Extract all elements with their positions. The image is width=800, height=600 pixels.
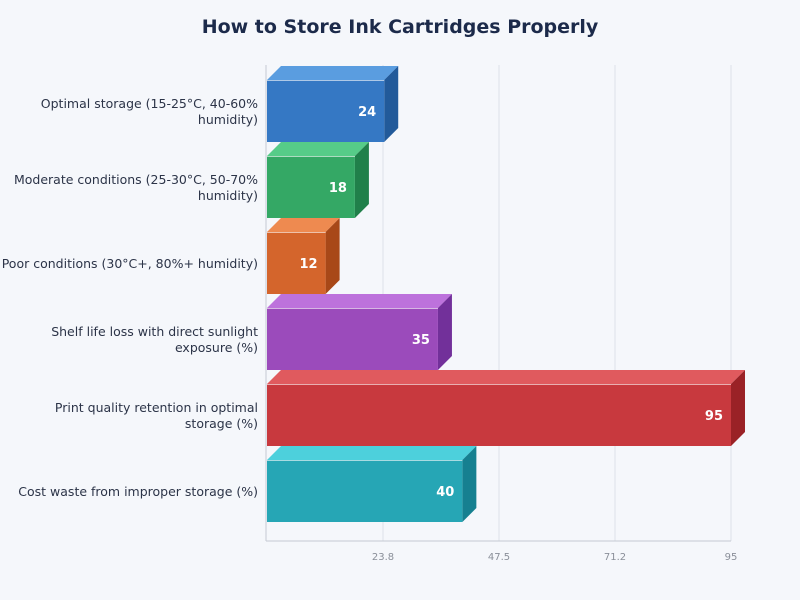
bar-value-label: 35 [412,333,430,348]
bar-top [267,294,452,308]
bar-side [354,142,369,218]
category-label: Print quality retention in optimal [55,400,258,415]
bar [267,308,438,370]
bar-side [731,370,745,446]
bar-value-label: 18 [329,181,347,196]
x-tick-label: 95 [725,552,738,563]
bar-group: 95 [267,370,745,446]
bar [267,80,385,142]
category-label: Cost waste from improper storage (%) [18,484,258,499]
x-tick-label: 71.2 [604,552,626,563]
bar-top [267,142,369,156]
x-tick-label: 23.8 [372,552,394,563]
bar-top [267,446,477,460]
bar-group: 40 [267,446,477,522]
category-label: storage (%) [185,416,258,431]
category-label: exposure (%) [175,340,258,355]
bar [267,156,355,218]
bar-value-label: 95 [705,409,723,424]
category-label: Moderate conditions (25-30°C, 50-70% [14,172,258,187]
bar-group: 24 [267,66,399,142]
category-label: humidity) [198,112,258,127]
category-label: Shelf life loss with direct sunlight [51,324,258,339]
bar-top [267,218,340,232]
bar [267,232,326,294]
bar-value-label: 12 [300,257,318,272]
category-label: Poor conditions (30°C+, 80%+ humidity) [2,256,258,271]
chart-title: How to Store Ink Cartridges Properly [201,16,599,38]
bar-group: 12 [267,218,340,294]
bar-side [437,294,452,370]
bar-side [325,218,340,294]
bar-side [384,66,399,142]
bar [267,384,731,446]
bar-value-label: 24 [358,105,376,120]
category-label: Optimal storage (15-25°C, 40-60% [41,96,258,111]
bar-group: 18 [267,142,369,218]
bar-group: 35 [267,294,452,370]
x-tick-label: 47.5 [488,552,510,563]
bar-top [267,66,399,80]
bar-top [267,370,745,384]
category-label: humidity) [198,188,258,203]
bar-value-label: 40 [436,485,454,500]
bar-side [462,446,477,522]
bar [267,460,463,522]
